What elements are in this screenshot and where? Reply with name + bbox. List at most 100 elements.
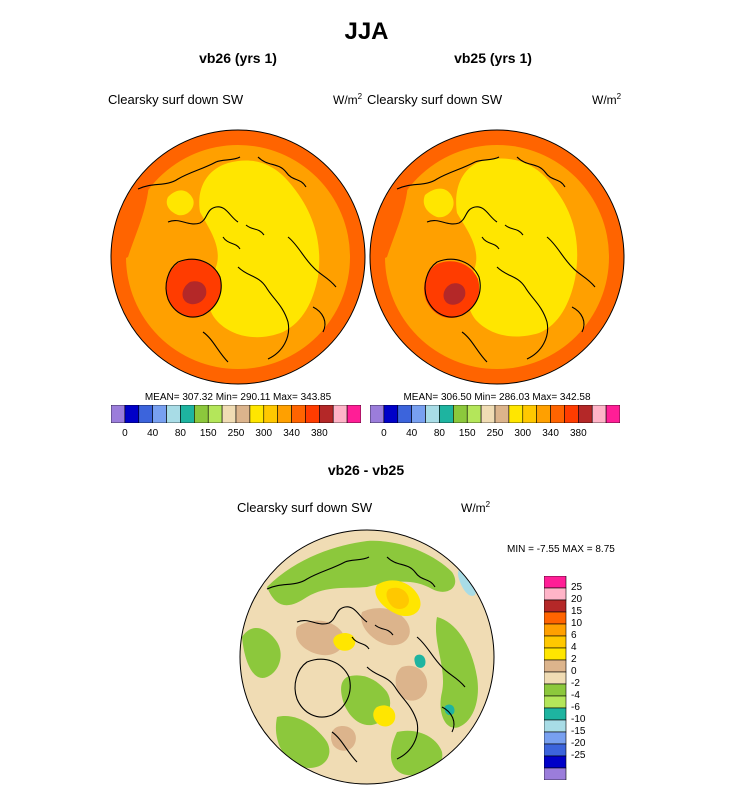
diff-cb-label: -20 bbox=[571, 738, 586, 749]
panel1-variable: Clearsky surf down SW bbox=[108, 92, 244, 107]
panel1-cb-label: 40 bbox=[147, 428, 159, 439]
diff-coastlines bbox=[266, 556, 466, 763]
panel1-zone-inner bbox=[199, 160, 320, 338]
colorbar-swatch bbox=[111, 405, 126, 423]
diff-cb-label: 10 bbox=[571, 618, 583, 629]
colorbar-swatch bbox=[249, 405, 265, 423]
colorbar-swatch bbox=[138, 405, 153, 423]
panel2-coastlines bbox=[396, 156, 596, 363]
colorbar-swatch bbox=[578, 405, 593, 423]
panel2-cb-label: 300 bbox=[514, 428, 532, 439]
colorbar-swatch bbox=[439, 405, 454, 423]
diff-colorbar-swatch bbox=[544, 647, 567, 661]
colorbar-swatch bbox=[319, 405, 334, 423]
diff-cb-label: 4 bbox=[571, 642, 577, 653]
main-title: JJA bbox=[344, 18, 389, 45]
panel2-variable: Clearsky surf down SW bbox=[367, 92, 503, 107]
colorbar-swatch bbox=[605, 405, 620, 423]
panel1-stats: MEAN= 307.32 Min= 290.11 Max= 343.85 bbox=[144, 392, 332, 403]
diff-zone-green-south bbox=[275, 716, 330, 768]
diff-map bbox=[239, 529, 495, 785]
diff-colorbar-swatch bbox=[544, 695, 567, 709]
diff-cb-label: 2 bbox=[571, 654, 577, 665]
panel1-cb-label: 150 bbox=[199, 428, 217, 439]
panel2-map-border bbox=[369, 129, 625, 385]
diff-cb-label: 15 bbox=[571, 606, 583, 617]
colorbar-swatch bbox=[453, 405, 468, 423]
diff-cb-label: -4 bbox=[571, 690, 580, 701]
diff-zone-green-east bbox=[435, 617, 478, 728]
panel2-cb-label: 380 bbox=[569, 428, 587, 439]
colorbar-swatch bbox=[564, 405, 579, 423]
diff-zone-orange-north bbox=[386, 587, 409, 609]
diff-cb-label: -2 bbox=[571, 678, 580, 689]
diff-colorbar-swatch bbox=[544, 587, 567, 601]
diff-zone-tan-1 bbox=[296, 620, 345, 656]
diff-colorbar-swatch bbox=[544, 719, 567, 733]
panel2-cb-label: 0 bbox=[381, 428, 387, 439]
colorbar-swatch bbox=[494, 405, 510, 423]
panel1-cb-label: 0 bbox=[122, 428, 128, 439]
diff-colorbar-swatch bbox=[544, 635, 567, 649]
diff-colorbar-swatch bbox=[544, 599, 567, 613]
diff-cb-label: 20 bbox=[571, 594, 583, 605]
diff-variable: Clearsky surf down SW bbox=[237, 500, 373, 515]
colorbar-swatch bbox=[305, 405, 320, 423]
colorbar-swatch bbox=[221, 405, 237, 423]
diff-zone-tan-4 bbox=[330, 726, 356, 751]
colorbar-swatch bbox=[332, 405, 348, 423]
colorbar-swatch bbox=[370, 405, 385, 423]
diff-colorbar-swatch bbox=[544, 707, 567, 721]
diff-zone-green-se bbox=[390, 730, 443, 776]
panel1-zone-inner-2 bbox=[166, 190, 194, 216]
diff-cb-label: 25 bbox=[571, 582, 583, 593]
colorbar-swatch bbox=[194, 405, 209, 423]
diff-units: W/m2 bbox=[461, 500, 491, 515]
diff-title: vb26 - vb25 bbox=[327, 462, 405, 478]
panel1-cb-label: 300 bbox=[255, 428, 273, 439]
panel1-title: vb26 (yrs 1) bbox=[199, 50, 277, 66]
panel1-cb-label: 80 bbox=[174, 428, 186, 439]
diff-colorbar-swatch bbox=[544, 755, 567, 769]
panel1-colorbar-labels: 0 40 80 150 250 300 340 380 bbox=[111, 428, 361, 442]
colorbar-swatch bbox=[383, 405, 399, 423]
colorbar-swatch bbox=[466, 405, 482, 423]
diff-cb-label: 0 bbox=[571, 666, 577, 677]
panel2-units: W/m2 bbox=[592, 92, 622, 107]
diff-zone-yellow-south bbox=[373, 705, 396, 727]
diff-colorbar-swatch bbox=[544, 576, 567, 589]
colorbar-swatch bbox=[235, 405, 251, 423]
diff-colorbar-swatch bbox=[544, 623, 567, 637]
diff-colorbar-swatch bbox=[544, 671, 567, 685]
diff-colorbar-swatch bbox=[544, 731, 567, 745]
panel1-cb-label: 340 bbox=[283, 428, 300, 439]
diff-cb-label: -15 bbox=[571, 726, 586, 737]
colorbar-swatch bbox=[508, 405, 524, 423]
colorbar-swatch bbox=[591, 405, 607, 423]
colorbar-swatch bbox=[346, 405, 361, 423]
colorbar-swatch bbox=[397, 405, 412, 423]
colorbar-swatch bbox=[536, 405, 551, 423]
panel2-cb-label: 40 bbox=[406, 428, 418, 439]
diff-zone-yellow-center bbox=[333, 633, 356, 651]
panel2-zone-inner-2 bbox=[423, 188, 454, 218]
diff-colorbar-swatch bbox=[544, 659, 567, 673]
panel2-cb-label: 250 bbox=[486, 428, 504, 439]
colorbar-swatch bbox=[277, 405, 292, 423]
diff-zone-teal-se bbox=[444, 704, 455, 716]
diff-cb-label: -6 bbox=[571, 702, 580, 713]
panel2-colorbar-labels: 0 40 80 150 250 300 340 380 bbox=[370, 428, 620, 442]
diff-zone-tan-2 bbox=[361, 608, 410, 646]
panel2-stats: MEAN= 306.50 Min= 286.03 Max= 342.58 bbox=[403, 392, 591, 403]
diff-cb-label: -25 bbox=[571, 750, 586, 761]
panel2-cb-label: 80 bbox=[433, 428, 445, 439]
diff-map-border bbox=[239, 529, 495, 785]
diff-zone-teal-east bbox=[414, 654, 426, 668]
panel1-cb-label: 380 bbox=[310, 428, 328, 439]
diff-stats: MIN = -7.55 MAX = 8.75 bbox=[507, 544, 615, 555]
diff-zone-green-west bbox=[242, 627, 281, 678]
diff-zone-cyan-east bbox=[458, 567, 477, 596]
colorbar-swatch bbox=[180, 405, 195, 423]
colorbar-swatch bbox=[263, 405, 278, 423]
panel1-coastlines bbox=[137, 156, 337, 363]
